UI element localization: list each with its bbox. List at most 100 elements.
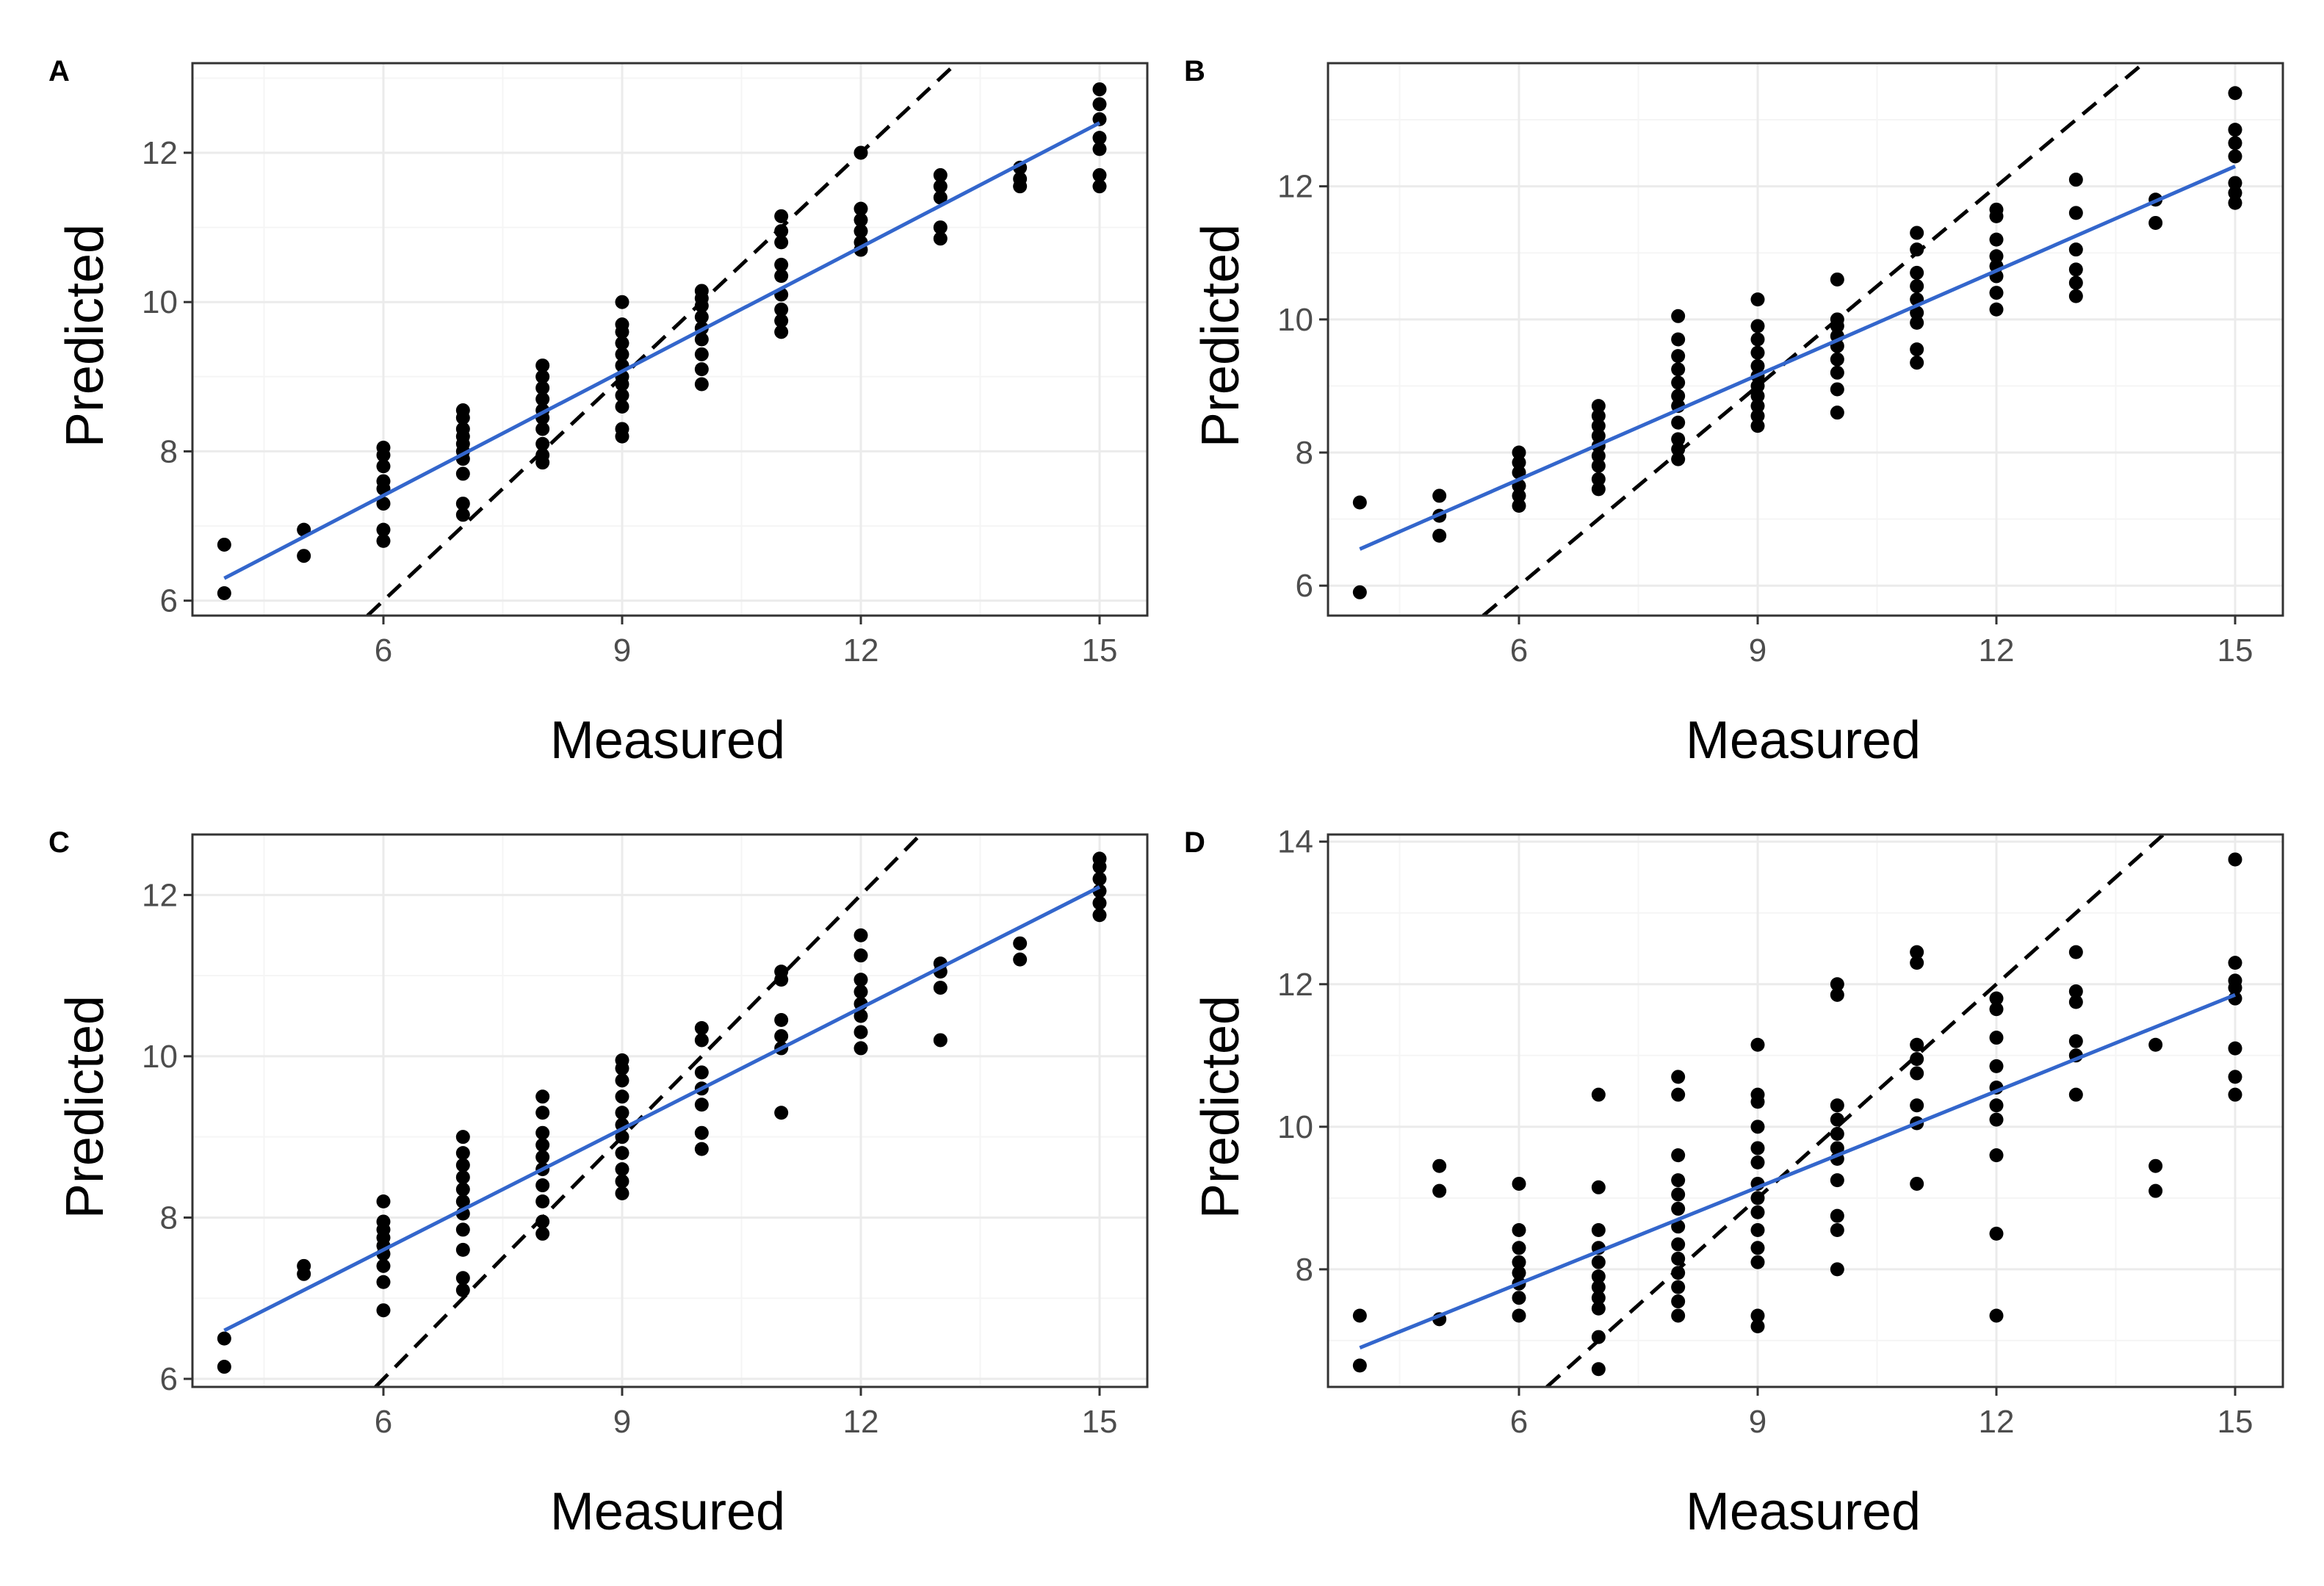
- data-point: [854, 201, 868, 216]
- data-point: [774, 1028, 789, 1043]
- data-point: [1750, 389, 1765, 403]
- data-point: [1671, 415, 1686, 430]
- data-point: [376, 474, 391, 489]
- data-point: [854, 948, 868, 963]
- panel-b-plot: 6 9 12 15 6 8 10 12: [1277, 62, 2284, 668]
- data-point: [455, 1130, 470, 1145]
- data-point: [2068, 289, 2083, 303]
- data-point: [1750, 1155, 1765, 1169]
- data-point: [1671, 349, 1686, 364]
- data-point: [217, 1360, 231, 1374]
- data-point: [774, 325, 789, 339]
- data-point: [1591, 458, 1606, 473]
- data-point: [774, 269, 789, 284]
- data-point: [1910, 279, 1924, 294]
- x-tick-label: 15: [1082, 632, 1118, 668]
- x-axis-title-a: Measured: [550, 711, 785, 770]
- data-point: [1671, 362, 1686, 377]
- data-point: [933, 981, 948, 995]
- data-point: [2228, 186, 2242, 201]
- panel-c: C 6 9 12 15 6 8 10 12 Measured Predicted: [48, 826, 1149, 1541]
- data-point: [615, 317, 629, 332]
- data-point: [376, 533, 391, 548]
- data-point: [615, 1130, 629, 1145]
- data-point: [535, 358, 550, 373]
- panel-letter-b: B: [1184, 55, 1205, 87]
- data-point: [2068, 1087, 2083, 1102]
- data-point: [1989, 1031, 2004, 1045]
- data-point: [1989, 1098, 2004, 1113]
- panel-background: [192, 63, 1147, 616]
- data-point: [615, 1053, 629, 1067]
- data-point: [535, 1214, 550, 1229]
- data-point: [1671, 1266, 1686, 1280]
- data-point: [1092, 142, 1107, 156]
- panel-b: B 6 9 12 15 6 8 10 12 Measured Predicted: [1184, 55, 2284, 770]
- data-point: [854, 212, 868, 227]
- data-point: [1830, 1098, 1844, 1113]
- data-point: [1750, 1037, 1765, 1052]
- data-point: [933, 231, 948, 246]
- y-tick-label: 12: [1277, 967, 1313, 1003]
- x-tick-label: 12: [843, 1404, 879, 1440]
- data-point: [2148, 1183, 2163, 1198]
- data-point: [1830, 977, 1844, 992]
- panel-letter-d: D: [1184, 826, 1205, 859]
- x-tick-label: 9: [1749, 632, 1767, 668]
- data-point: [376, 1303, 391, 1318]
- data-point: [1671, 332, 1686, 347]
- data-point: [1830, 1173, 1844, 1188]
- data-point: [1750, 408, 1765, 423]
- data-point: [1512, 499, 1526, 513]
- data-point: [1671, 1219, 1686, 1234]
- data-point: [1989, 1112, 2004, 1127]
- data-point: [1750, 1241, 1765, 1255]
- data-point: [1671, 1308, 1686, 1323]
- data-point: [1830, 987, 1844, 1002]
- data-point: [1432, 1158, 1447, 1173]
- data-point: [1013, 936, 1028, 951]
- x-tick-label: 9: [613, 632, 631, 668]
- data-point: [2068, 995, 2083, 1009]
- x-tick-label: 6: [1510, 632, 1528, 668]
- data-point: [455, 1170, 470, 1185]
- data-point: [2148, 1158, 2163, 1173]
- data-point: [1671, 389, 1686, 403]
- data-point: [1830, 1262, 1844, 1277]
- data-point: [1591, 419, 1606, 433]
- data-point: [1750, 358, 1765, 373]
- data-point: [1830, 1208, 1844, 1223]
- data-point: [1750, 399, 1765, 414]
- fit-line: [1359, 993, 2236, 1349]
- data-point: [854, 1025, 868, 1039]
- data-point: [535, 381, 550, 395]
- data-point: [217, 586, 231, 601]
- data-point: [455, 1182, 470, 1197]
- data-point: [1591, 1255, 1606, 1269]
- panel-border: [1327, 833, 2284, 1388]
- data-point: [1591, 1269, 1606, 1284]
- data-point: [1432, 1183, 1447, 1198]
- data-point: [1671, 1280, 1686, 1294]
- data-point: [1512, 1223, 1526, 1238]
- panel-background: [192, 835, 1147, 1387]
- identity-line: [374, 835, 923, 1387]
- data-point: [694, 1142, 709, 1156]
- data-point: [933, 179, 948, 194]
- data-point: [774, 257, 789, 272]
- data-point: [1591, 449, 1606, 464]
- data-point: [615, 1146, 629, 1161]
- data-point: [1750, 1308, 1765, 1323]
- y-tick-label: 10: [1277, 302, 1313, 338]
- data-point: [1830, 312, 1844, 327]
- data-point: [1591, 1301, 1606, 1316]
- data-point: [933, 167, 948, 182]
- data-point: [1591, 1362, 1606, 1377]
- data-point: [217, 537, 231, 552]
- data-point: [1512, 489, 1526, 503]
- data-point: [1989, 202, 2004, 217]
- fit-line: [223, 885, 1101, 1333]
- data-point: [535, 392, 550, 406]
- y-axis-title-a: Predicted: [56, 224, 115, 447]
- x-tick-label: 9: [613, 1404, 631, 1440]
